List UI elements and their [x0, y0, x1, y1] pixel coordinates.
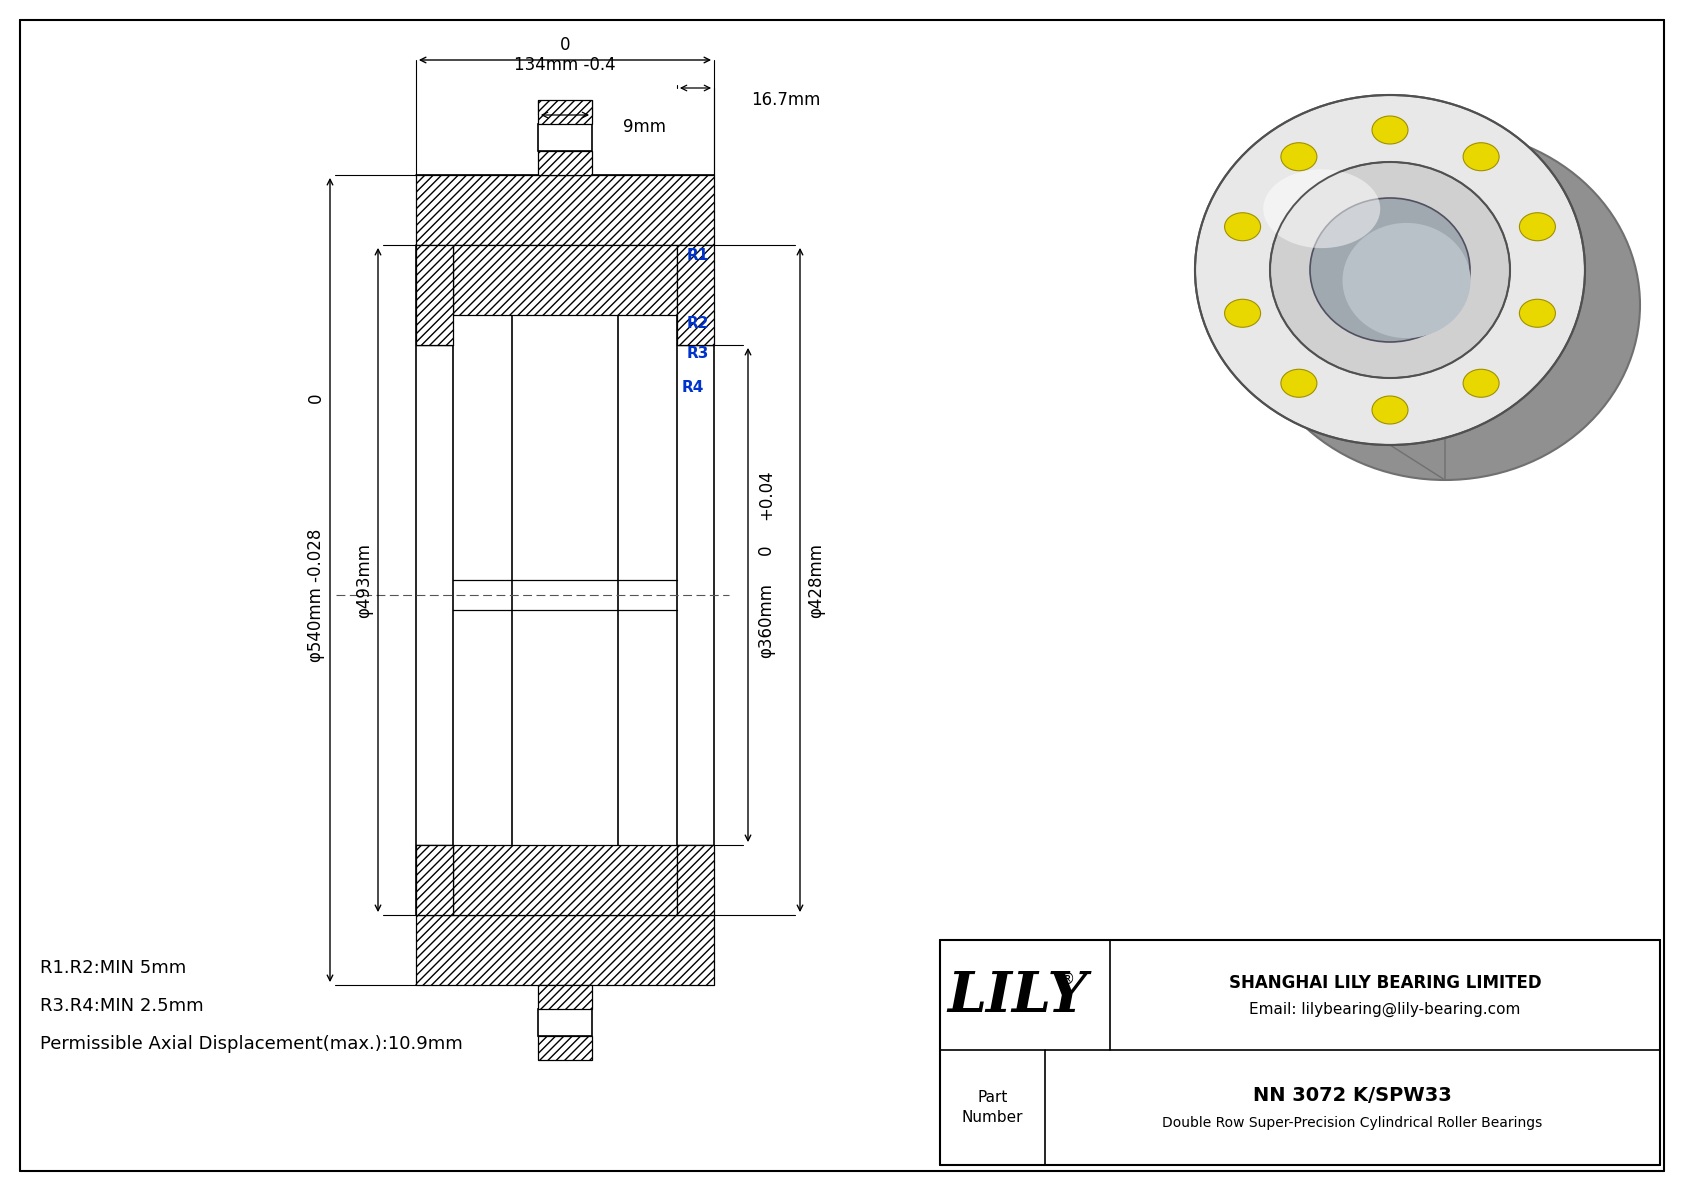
Ellipse shape [1372, 395, 1408, 424]
Text: R3: R3 [687, 345, 709, 361]
Text: 9mm: 9mm [623, 118, 667, 136]
Text: Double Row Super-Precision Cylindrical Roller Bearings: Double Row Super-Precision Cylindrical R… [1162, 1116, 1543, 1130]
Bar [416, 915, 714, 985]
Text: φ428mm: φ428mm [807, 542, 825, 617]
Ellipse shape [1372, 116, 1408, 144]
Text: R1.R2:MIN 5mm: R1.R2:MIN 5mm [40, 959, 187, 977]
Ellipse shape [1250, 130, 1640, 480]
Bar [416, 245, 453, 345]
Text: 16.7mm: 16.7mm [751, 91, 820, 110]
Bar [677, 245, 714, 345]
Bar [453, 245, 677, 314]
Bar [416, 844, 453, 915]
Ellipse shape [1519, 299, 1556, 328]
Bar [416, 175, 714, 245]
Bar [537, 100, 593, 124]
Text: φ493mm: φ493mm [355, 542, 372, 617]
Ellipse shape [1263, 169, 1381, 248]
Text: R2: R2 [687, 316, 709, 330]
Text: R1: R1 [687, 248, 709, 262]
Text: φ540mm -0.028: φ540mm -0.028 [306, 529, 325, 662]
Text: Part
Number: Part Number [962, 1090, 1024, 1125]
Ellipse shape [1224, 213, 1261, 241]
Text: +0.04: +0.04 [758, 469, 775, 520]
Bar [537, 985, 593, 1009]
Ellipse shape [1282, 369, 1317, 398]
Polygon shape [1389, 378, 1445, 480]
Bar [537, 151, 593, 175]
Bar [453, 844, 677, 915]
Bar [677, 844, 714, 915]
Text: φ360mm: φ360mm [758, 582, 775, 657]
Ellipse shape [1270, 162, 1511, 378]
Text: 0: 0 [559, 36, 571, 54]
Text: Permissible Axial Displacement(max.):10.9mm: Permissible Axial Displacement(max.):10.… [40, 1035, 463, 1053]
Bar [537, 124, 593, 151]
Ellipse shape [1463, 143, 1499, 170]
Ellipse shape [1196, 95, 1585, 445]
Text: ®: ® [1059, 972, 1074, 986]
Text: R4: R4 [682, 380, 704, 394]
Ellipse shape [1519, 213, 1556, 241]
Text: SHANGHAI LILY BEARING LIMITED: SHANGHAI LILY BEARING LIMITED [1229, 974, 1541, 992]
Text: NN 3072 K/SPW33: NN 3072 K/SPW33 [1253, 1086, 1452, 1105]
Bar [537, 1009, 593, 1036]
Text: 134mm -0.4: 134mm -0.4 [514, 56, 616, 74]
Ellipse shape [1282, 143, 1317, 170]
Ellipse shape [1342, 223, 1470, 338]
Text: R3.R4:MIN 2.5mm: R3.R4:MIN 2.5mm [40, 997, 204, 1015]
Text: 0: 0 [758, 544, 775, 555]
Ellipse shape [1310, 198, 1470, 342]
Ellipse shape [1224, 299, 1261, 328]
Polygon shape [1196, 270, 1325, 305]
Text: Email: lilybearing@lily-bearing.com: Email: lilybearing@lily-bearing.com [1250, 1002, 1521, 1017]
Ellipse shape [1463, 369, 1499, 398]
Text: LILY: LILY [946, 969, 1088, 1024]
Bar [537, 1036, 593, 1060]
Text: 0: 0 [306, 393, 325, 404]
